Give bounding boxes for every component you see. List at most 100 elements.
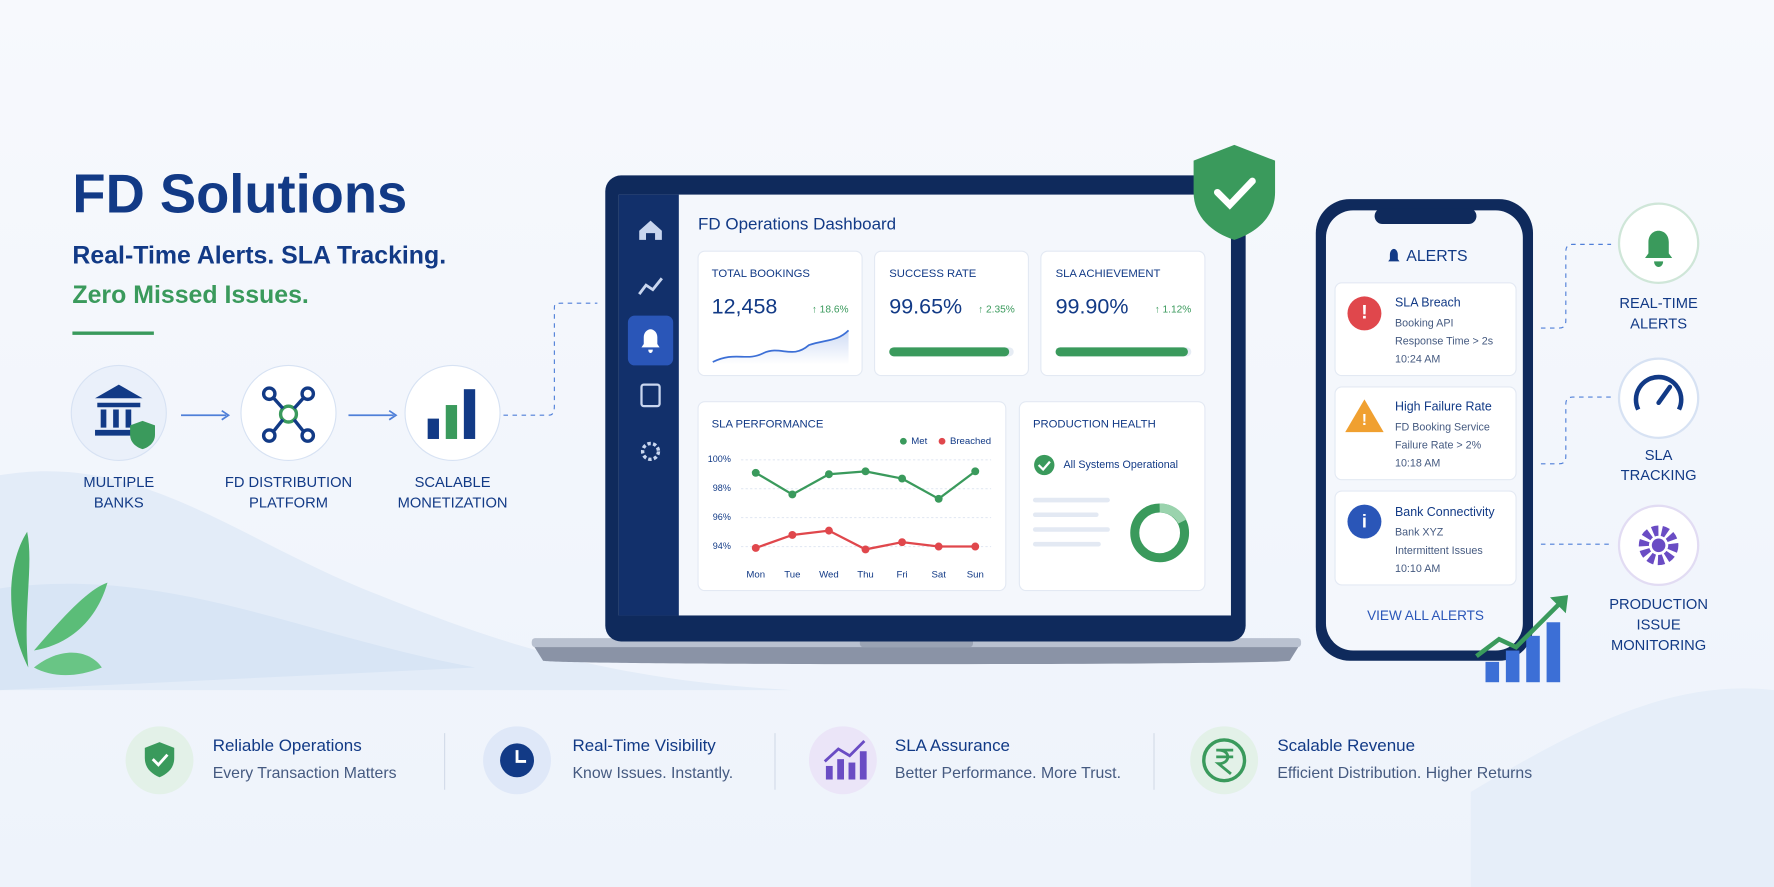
feature-label: PRODUCTION — [1609, 597, 1708, 613]
data-point — [971, 542, 980, 551]
chart-icon — [825, 751, 867, 780]
data-point — [898, 538, 907, 547]
clock-hands — [515, 750, 527, 763]
flow-label: MONETIZATION — [398, 495, 508, 511]
data-point — [824, 526, 833, 535]
kpi-value: 12,458 — [712, 294, 778, 318]
data-point — [861, 545, 870, 554]
decoration — [300, 428, 316, 443]
data-point — [788, 490, 797, 499]
decoration — [445, 405, 458, 439]
alert-icon — [1345, 399, 1384, 433]
data-point — [934, 494, 943, 503]
alert-line: Failure Rate > 2% — [1395, 440, 1482, 452]
group: REAL-TIME ALERTS SLA TRACKING PRODUCTION… — [1609, 296, 1708, 654]
alert-cards: ! ! i — [1334, 282, 1517, 586]
feature-icon — [1617, 357, 1700, 439]
hero-line: Zero Missed Issues. — [72, 281, 308, 309]
flow-icon — [70, 364, 167, 462]
flow-label: FD DISTRIBUTION — [225, 475, 352, 491]
data-point — [751, 544, 760, 552]
health-status: All Systems Operational — [1063, 459, 1178, 471]
divider — [72, 331, 154, 335]
settings-icon[interactable] — [640, 441, 661, 462]
connector — [1540, 396, 1612, 465]
growth-bars — [1485, 622, 1561, 683]
x-tick-label: Sat — [931, 569, 946, 580]
feature-label: ISSUE — [1637, 618, 1681, 634]
decoration — [261, 428, 277, 443]
stats-icon[interactable] — [638, 277, 663, 296]
kpi-value: 99.90% — [1056, 294, 1129, 318]
footer-subtitle: Every Transaction Matters — [213, 765, 397, 782]
data-point — [751, 468, 760, 477]
side-features — [1540, 202, 1700, 587]
rupee-icon — [1214, 748, 1234, 775]
hero-title: FD Solutions — [72, 163, 407, 224]
footer-subtitle: Know Issues. Instantly. — [572, 765, 733, 782]
coin-icon — [1202, 738, 1247, 783]
footer — [125, 726, 1259, 795]
group: MULTIPLE BANKS FD DISTRIBUTION PLATFORM … — [83, 475, 507, 511]
y-tick-label: 100% — [708, 454, 731, 464]
y-tick-label: 96% — [713, 512, 731, 522]
data-point — [824, 470, 833, 479]
alert-time: 10:10 AM — [1395, 563, 1440, 575]
bars-icon — [427, 389, 476, 439]
flow-label: SCALABLE — [415, 475, 491, 491]
alert-glyph: ! — [1362, 412, 1367, 429]
progress-bar — [1055, 347, 1188, 357]
decoration — [278, 404, 299, 424]
decoration — [463, 389, 476, 439]
footer-subtitle: Efficient Distribution. Higher Returns — [1277, 765, 1532, 782]
alert-title: High Failure Rate — [1395, 400, 1492, 414]
status-icon — [1034, 454, 1055, 476]
footer-icon — [1190, 726, 1259, 795]
data-point — [934, 542, 943, 551]
alert-line: Booking API — [1395, 317, 1453, 329]
bell-icon — [1388, 248, 1400, 262]
flow-label: BANKS — [94, 495, 144, 511]
alert-title: SLA Breach — [1395, 295, 1461, 309]
gear-icon — [1651, 538, 1666, 553]
feature-label: REAL-TIME — [1619, 296, 1698, 312]
feature-label: MONITORING — [1611, 638, 1706, 654]
network-icon — [261, 386, 316, 443]
alert-line: Response Time > 2s — [1395, 336, 1493, 348]
growth-arrow — [1475, 600, 1563, 659]
decoration — [427, 418, 439, 439]
group: SLA Breach Booking API Response Time > 2… — [1395, 295, 1495, 574]
connector — [503, 302, 598, 416]
sidebar — [618, 194, 679, 616]
alert-time: 10:18 AM — [1395, 458, 1440, 470]
x-tick-label: Tue — [784, 569, 800, 580]
x-tick-label: Fri — [896, 569, 907, 580]
flow-label: PLATFORM — [249, 495, 328, 511]
clipboard-icon[interactable] — [640, 383, 661, 408]
health-title: PRODUCTION HEALTH — [1033, 418, 1156, 430]
home-icon[interactable] — [639, 220, 662, 240]
alert-icon — [1347, 504, 1382, 539]
phone-notch — [1374, 208, 1477, 225]
alert-title: Bank Connectivity — [1395, 505, 1495, 519]
alert-icon — [1347, 296, 1382, 331]
decoration — [33, 582, 108, 651]
data-point — [898, 474, 907, 483]
decoration — [1032, 512, 1099, 518]
wave — [1470, 688, 1774, 887]
y-tick-label: 98% — [713, 483, 731, 493]
y-tick-label: 94% — [713, 541, 731, 551]
alert-glyph: i — [1362, 511, 1367, 531]
legend-swatch — [938, 437, 946, 445]
hero-line: Real-Time Alerts. SLA Tracking. — [72, 241, 446, 269]
decoration — [1032, 497, 1110, 503]
decoration — [33, 652, 102, 676]
view-all-link[interactable]: VIEW ALL ALERTS — [1367, 608, 1484, 623]
kpi-label: SLA ACHIEVEMENT — [1056, 268, 1161, 280]
feature-label: TRACKING — [1621, 468, 1697, 484]
leaves — [11, 531, 108, 676]
gear-icon — [1638, 525, 1679, 566]
arrow — [221, 409, 398, 421]
kpi-label: SUCCESS RATE — [889, 268, 977, 280]
